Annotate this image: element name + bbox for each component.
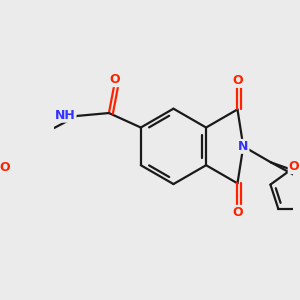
Text: O: O [0,161,10,174]
Text: O: O [232,206,243,219]
Text: N: N [238,140,248,153]
Text: O: O [110,73,120,86]
Text: O: O [232,74,243,87]
Text: O: O [289,160,299,173]
Text: NH: NH [55,109,76,122]
